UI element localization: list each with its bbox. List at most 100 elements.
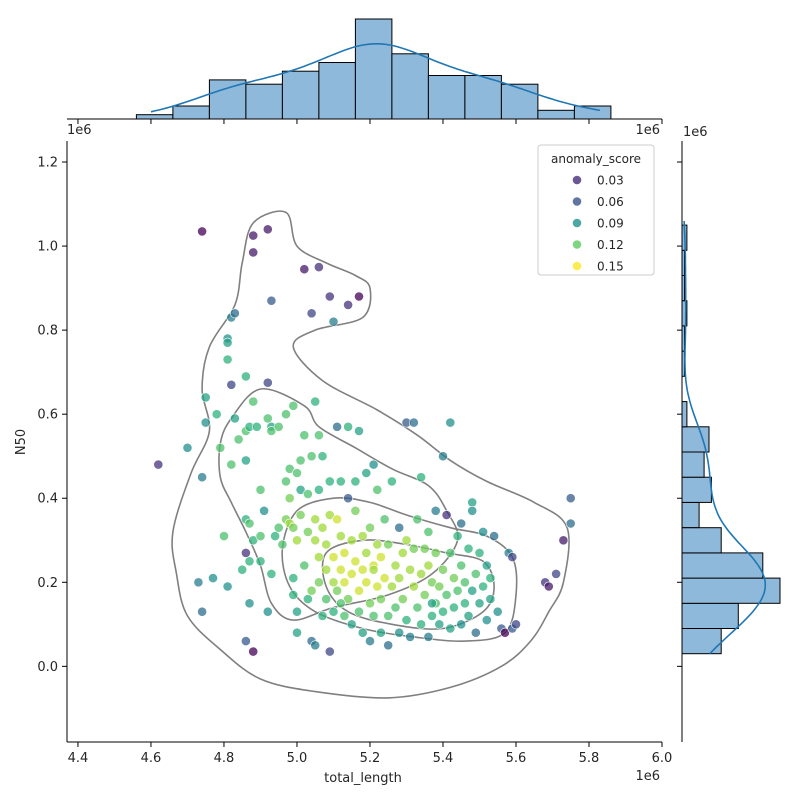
scatter-point bbox=[299, 430, 310, 441]
scatter-point bbox=[361, 577, 372, 588]
scatter-point bbox=[208, 573, 218, 583]
scatter-point bbox=[405, 632, 415, 642]
scatter-point bbox=[365, 636, 375, 646]
scatter-point bbox=[368, 564, 379, 575]
scatter-point bbox=[328, 577, 339, 588]
top-hist-bar bbox=[464, 75, 502, 120]
scatter-point bbox=[229, 413, 240, 424]
scatter-point bbox=[441, 590, 452, 600]
scatter-point bbox=[565, 518, 576, 529]
scatter-point bbox=[394, 627, 405, 638]
scatter-point bbox=[244, 598, 255, 609]
scatter-point bbox=[313, 430, 324, 441]
scatter-point bbox=[427, 598, 437, 609]
scatter-point bbox=[430, 548, 441, 558]
x-tick-label: 5.8 bbox=[579, 751, 600, 766]
right-hist-bar bbox=[681, 401, 688, 428]
right-hist-bar bbox=[681, 527, 722, 554]
scatter-point bbox=[463, 611, 474, 621]
scatter-point bbox=[365, 522, 375, 533]
scatter-point bbox=[248, 230, 259, 241]
scatter-point bbox=[229, 308, 240, 319]
scatter-point bbox=[434, 581, 445, 592]
scatter-point bbox=[200, 417, 211, 428]
scatter-point bbox=[332, 585, 342, 596]
y-tick-label: 0.8 bbox=[37, 324, 58, 339]
scatter-point bbox=[335, 598, 346, 609]
scatter-point bbox=[262, 377, 273, 388]
right-hist-bar bbox=[681, 501, 700, 529]
scatter-point bbox=[244, 556, 255, 567]
legend-frame bbox=[537, 144, 655, 276]
scatter-point bbox=[240, 455, 251, 466]
scatter-point bbox=[372, 581, 383, 592]
scatter-point bbox=[240, 548, 251, 558]
scatter-point bbox=[470, 569, 481, 579]
scatter-point bbox=[368, 459, 379, 470]
scatter-point bbox=[416, 569, 426, 579]
y-tick-label: 1.0 bbox=[37, 240, 58, 255]
scatter-point bbox=[361, 548, 372, 558]
scatter-point bbox=[467, 505, 478, 516]
scatter-point bbox=[412, 602, 423, 613]
scatter-point bbox=[248, 247, 259, 258]
scatter-point bbox=[492, 606, 503, 617]
scatter-point bbox=[343, 594, 353, 604]
scatter-point bbox=[335, 564, 346, 575]
scatter-point bbox=[332, 514, 342, 525]
top-hist-bar bbox=[500, 83, 539, 120]
scatter-point bbox=[233, 434, 244, 445]
scatter-point bbox=[321, 594, 332, 604]
scatter-point bbox=[419, 590, 430, 600]
x-tick-label: 5.0 bbox=[287, 751, 308, 766]
scatter-point bbox=[354, 585, 364, 596]
scatter-point bbox=[445, 417, 456, 428]
scatter-point bbox=[394, 522, 405, 533]
scatter-point bbox=[335, 476, 346, 487]
scatter-point bbox=[343, 493, 353, 504]
legend-marker bbox=[572, 239, 582, 250]
scatter-point bbox=[255, 531, 266, 541]
scatter-point bbox=[317, 451, 328, 462]
scatter-point bbox=[335, 531, 346, 541]
scatter-point bbox=[339, 577, 350, 588]
scatter-point bbox=[507, 552, 518, 562]
right-hist-kde bbox=[683, 220, 767, 655]
legend-marker bbox=[572, 175, 582, 185]
scatter-point bbox=[390, 602, 401, 613]
scatter-point bbox=[310, 640, 321, 651]
scatter-point bbox=[467, 585, 478, 596]
scatter-point bbox=[200, 392, 211, 403]
right-hist-offset-label: 1e6 bbox=[683, 125, 708, 140]
scatter-point bbox=[288, 400, 299, 411]
scatter-point bbox=[416, 472, 426, 483]
scatter-point bbox=[459, 598, 470, 609]
scatter-point bbox=[463, 543, 474, 554]
scatter-point bbox=[375, 627, 386, 638]
scatter-point bbox=[343, 421, 353, 432]
top-hist-bar bbox=[318, 62, 356, 120]
scatter-point bbox=[375, 552, 386, 562]
scatter-point bbox=[485, 594, 496, 604]
top-hist-offset-label-left: 1e6 bbox=[67, 123, 92, 138]
scatter-point bbox=[299, 264, 310, 275]
kde-contour-line bbox=[281, 497, 518, 643]
scatter-point bbox=[408, 417, 419, 428]
scatter-point bbox=[321, 539, 332, 550]
scatter-point bbox=[408, 543, 419, 554]
scatter-point bbox=[292, 627, 302, 638]
scatter-point bbox=[478, 581, 488, 592]
top-hist-bar bbox=[172, 105, 210, 120]
scatter-point bbox=[222, 354, 233, 365]
top-hist-kde bbox=[150, 43, 601, 113]
scatter-point bbox=[292, 535, 302, 546]
legend-entry-label: 0.15 bbox=[597, 260, 624, 274]
scatter-point bbox=[251, 421, 262, 432]
scatter-point bbox=[379, 514, 390, 525]
scatter-point bbox=[427, 577, 437, 588]
scatter-point bbox=[448, 573, 459, 583]
scatter-point bbox=[434, 619, 445, 630]
scatter-point bbox=[419, 543, 430, 554]
scatter-point bbox=[288, 522, 299, 533]
scatter-point bbox=[456, 619, 467, 630]
